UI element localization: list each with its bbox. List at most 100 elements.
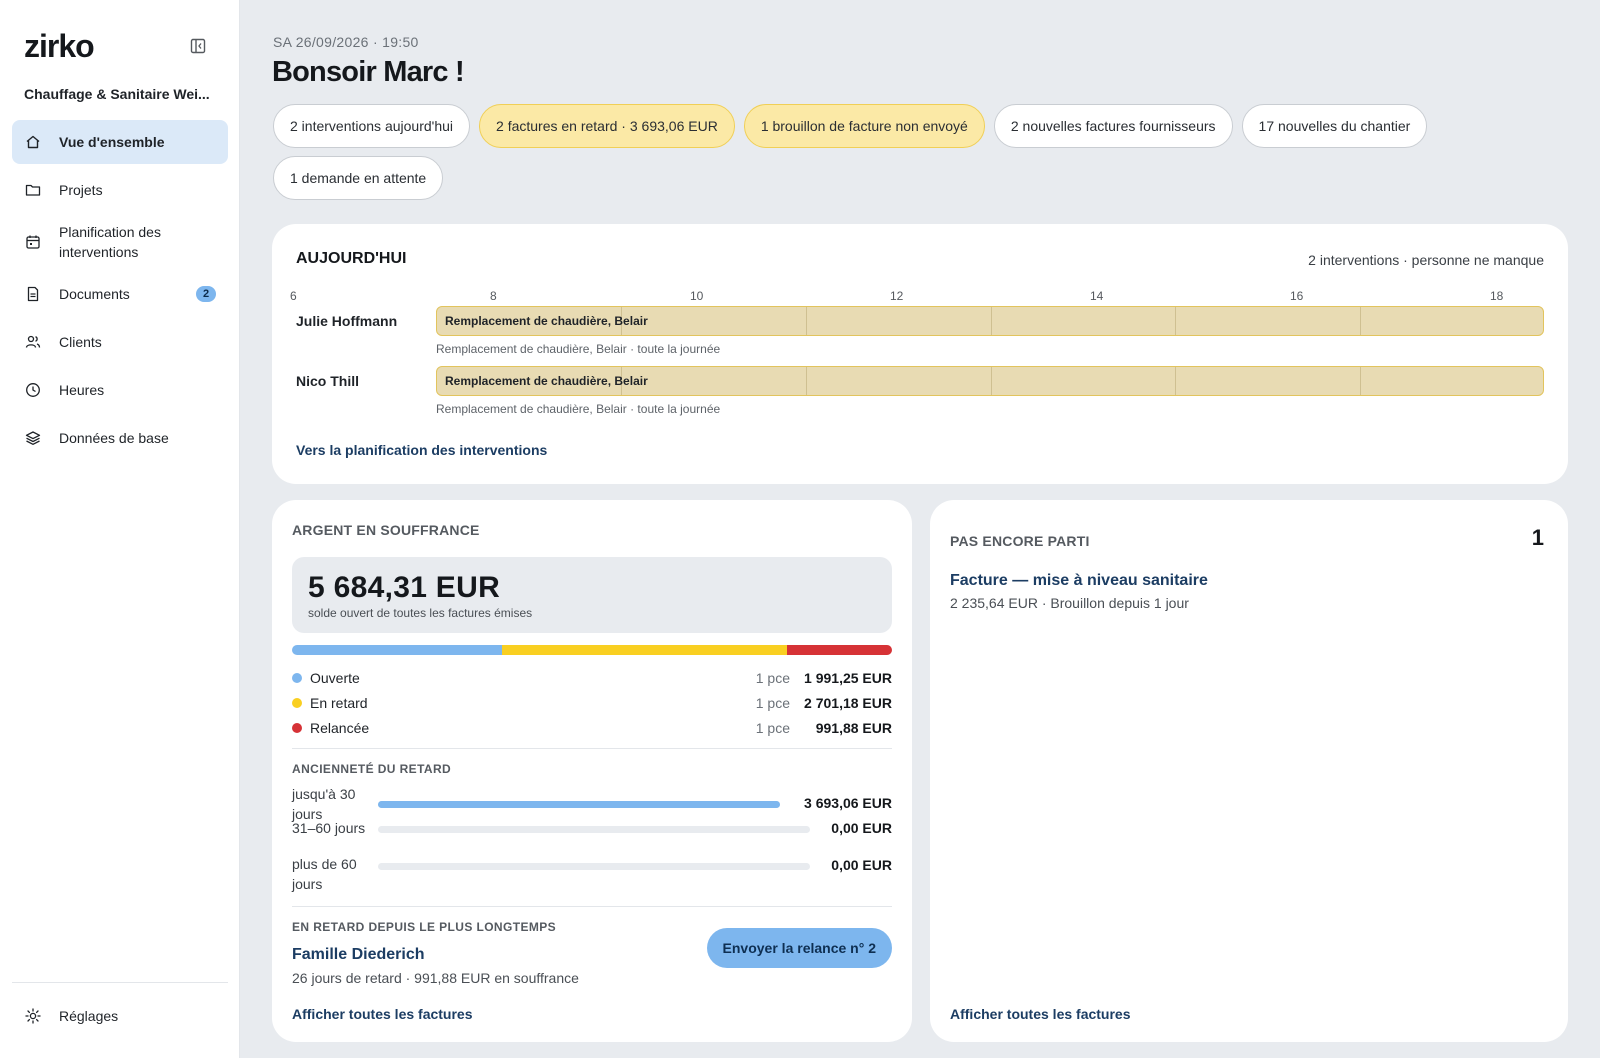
legend-row-reminded[interactable]: Relancée 1 pce 991,88 EUR: [292, 718, 892, 738]
chip-supplier-invoices[interactable]: 2 nouvelles factures fournisseurs: [993, 104, 1233, 148]
legend-count: 1 pce: [755, 695, 790, 711]
intervention-bar[interactable]: Remplacement de chaudière, Belair: [436, 306, 1544, 336]
stacked-bar-segment: [502, 645, 788, 655]
not-sent-title: PAS ENCORE PARTI: [950, 533, 1090, 549]
chip-overdue-invoices[interactable]: 2 factures en retard · 3 693,06 EUR: [479, 104, 735, 148]
hour-tick: 12: [890, 289, 904, 303]
show-all-invoices-link[interactable]: Afficher toutes les factures: [950, 1006, 1131, 1022]
oldest-overdue-title: EN RETARD DEPUIS LE PLUS LONGTEMPS: [292, 920, 557, 934]
age-title: ANCIENNETÉ DU RETARD: [292, 762, 452, 776]
today-card: AUJOURD'HUI 2 interventions · personne n…: [272, 224, 1568, 484]
status-dot: [292, 698, 302, 708]
sidebar-item-documents[interactable]: Documents 2: [12, 272, 228, 316]
documents-count-badge: 2: [196, 286, 216, 302]
page-title: Bonsoir Marc !: [272, 56, 465, 88]
legend-amount: 1 991,25 EUR: [804, 670, 892, 686]
status-dot: [292, 723, 302, 733]
age-track: [378, 826, 810, 833]
document-icon: [24, 285, 42, 303]
age-amount: 0,00 EUR: [831, 857, 892, 873]
age-label: jusqu'à 30 jours: [292, 786, 356, 822]
summary-chips: 2 interventions aujourd'hui 2 factures e…: [273, 104, 1563, 200]
outstanding-total: 5 684,31 EUR: [308, 571, 501, 604]
stacked-bar-segment: [292, 645, 503, 655]
intervention-detail: Remplacement de chaudière, Belair · tout…: [436, 342, 721, 356]
hour-tick: 10: [690, 289, 704, 303]
sidebar-item-settings[interactable]: Réglages: [12, 994, 228, 1038]
legend-amount: 991,88 EUR: [815, 720, 892, 736]
sidebar-item-label: Documents: [59, 286, 130, 302]
today-title: AUJOURD'HUI: [296, 250, 407, 267]
legend-label: Relancée: [310, 720, 370, 736]
age-track: [378, 801, 780, 808]
legend-label: En retard: [310, 695, 368, 711]
sidebar-item-overview[interactable]: Vue d'ensemble: [12, 120, 228, 164]
sidebar-item-label: Vue d'ensemble: [59, 134, 165, 150]
current-datetime: SA 26/09/2026 · 19:50: [273, 34, 419, 50]
chip-interventions-today[interactable]: 2 interventions aujourd'hui: [273, 104, 471, 148]
sidebar-item-label: Heures: [59, 382, 105, 398]
age-fill: [378, 801, 780, 808]
not-sent-count: 1: [1531, 525, 1544, 550]
sidebar-item-planning[interactable]: Planification des interventions: [12, 216, 228, 268]
sidebar: zirko Chauffage & Sanitaire Wei... Vue d…: [0, 0, 240, 1058]
legend-count: 1 pce: [755, 720, 790, 736]
sidebar-item-label: Données de base: [59, 430, 169, 446]
legend-row-open[interactable]: Ouverte 1 pce 1 991,25 EUR: [292, 668, 892, 688]
hour-tick: 14: [1090, 289, 1104, 303]
oldest-overdue-client[interactable]: Famille Diederich: [292, 946, 425, 963]
oldest-overdue-detail: 26 jours de retard · 991,88 EUR en souff…: [292, 970, 579, 986]
outstanding-stacked-bar: [292, 645, 892, 655]
intervention-bar[interactable]: Remplacement de chaudière, Belair: [436, 366, 1544, 396]
age-amount: 3 693,06 EUR: [804, 795, 892, 811]
layers-icon: [24, 429, 42, 447]
sidebar-item-label: Réglages: [59, 1008, 119, 1024]
sidebar-item-clients[interactable]: Clients: [12, 320, 228, 364]
hour-tick: 8: [490, 289, 497, 303]
sidebar-nav: Vue d'ensemble Projets Planification des…: [12, 120, 228, 464]
sidebar-collapse-icon[interactable]: [190, 38, 208, 56]
folder-icon: [24, 181, 42, 199]
planning-link[interactable]: Vers la planification des interventions: [296, 442, 548, 458]
divider: [292, 906, 892, 907]
not-sent-card: PAS ENCORE PARTI 1 Facture — mise à nive…: [930, 500, 1568, 1042]
technician-name: Julie Hoffmann: [296, 313, 398, 329]
age-label: 31–60 jours: [292, 820, 366, 836]
age-amount: 0,00 EUR: [831, 820, 892, 836]
status-dot: [292, 673, 302, 683]
users-icon: [24, 333, 42, 351]
send-reminder-button[interactable]: Envoyer la relance n° 2: [706, 928, 892, 968]
calendar-icon: [24, 233, 42, 251]
age-label: plus de 60 jours: [292, 856, 357, 892]
today-summary: 2 interventions · personne ne manque: [1308, 252, 1544, 268]
chip-pending-request[interactable]: 1 demande en attente: [273, 156, 444, 200]
legend-amount: 2 701,18 EUR: [804, 695, 892, 711]
app-logo[interactable]: zirko: [24, 28, 95, 64]
sidebar-item-master-data[interactable]: Données de base: [12, 416, 228, 460]
intervention-label: Remplacement de chaudière, Belair: [445, 314, 648, 328]
outstanding-title: ARGENT EN SOUFFRANCE: [292, 522, 480, 538]
legend-row-overdue[interactable]: En retard 1 pce 2 701,18 EUR: [292, 693, 892, 713]
draft-invoice-title[interactable]: Facture — mise à niveau sanitaire: [950, 572, 1208, 589]
sidebar-item-label: Clients: [59, 334, 102, 350]
chip-site-news[interactable]: 17 nouvelles du chantier: [1241, 104, 1428, 148]
home-icon: [24, 133, 42, 151]
technician-name: Nico Thill: [296, 373, 359, 389]
gear-icon: [24, 1007, 42, 1025]
sidebar-item-label: Planification des interventions: [59, 224, 161, 260]
sidebar-item-hours[interactable]: Heures: [12, 368, 228, 412]
legend-count: 1 pce: [755, 670, 790, 686]
sidebar-divider: [12, 982, 228, 983]
clock-icon: [24, 381, 42, 399]
draft-invoice-detail: 2 235,64 EUR · Brouillon depuis 1 jour: [950, 595, 1189, 611]
show-all-invoices-link[interactable]: Afficher toutes les factures: [292, 1006, 473, 1022]
sidebar-item-projects[interactable]: Projets: [12, 168, 228, 212]
hour-tick: 16: [1290, 289, 1304, 303]
outstanding-total-box: 5 684,31 EUR solde ouvert de toutes les …: [292, 557, 892, 633]
legend-label: Ouverte: [310, 670, 360, 686]
hour-tick: 18: [1490, 289, 1504, 303]
intervention-detail: Remplacement de chaudière, Belair · tout…: [436, 402, 721, 416]
outstanding-total-caption: solde ouvert de toutes les factures émis…: [308, 606, 533, 620]
company-name[interactable]: Chauffage & Sanitaire Wei...: [24, 86, 210, 102]
chip-draft-invoice[interactable]: 1 brouillon de facture non envoyé: [743, 104, 985, 148]
